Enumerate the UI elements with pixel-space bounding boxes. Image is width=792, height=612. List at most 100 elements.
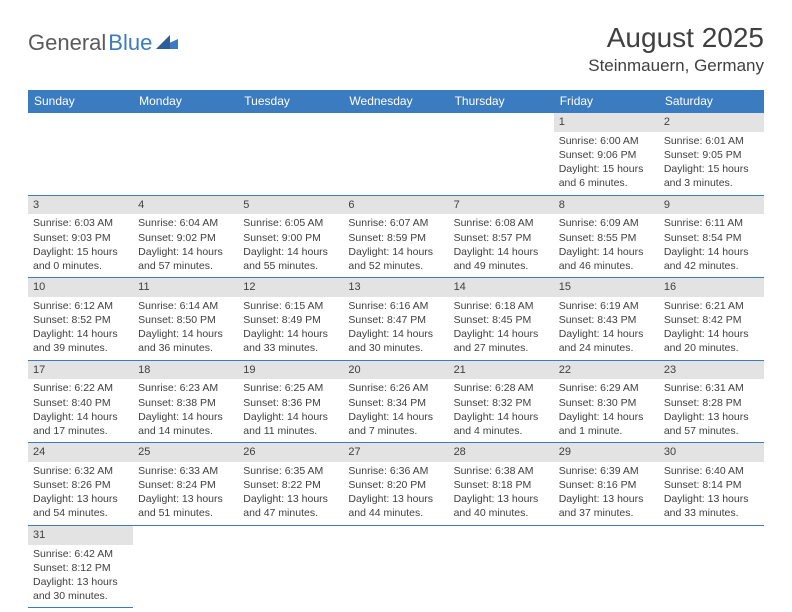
- calendar-cell: [343, 525, 448, 608]
- calendar-cell: 17Sunrise: 6:22 AMSunset: 8:40 PMDayligh…: [28, 360, 133, 443]
- daylight-text: Daylight: 14 hours and 20 minutes.: [664, 327, 759, 355]
- calendar-cell: 23Sunrise: 6:31 AMSunset: 8:28 PMDayligh…: [659, 360, 764, 443]
- calendar-cell: [28, 113, 133, 196]
- day-number: 7: [449, 196, 554, 215]
- sunrise-text: Sunrise: 6:26 AM: [348, 381, 443, 395]
- day-content: Sunrise: 6:15 AMSunset: 8:49 PMDaylight:…: [238, 297, 343, 360]
- sunrise-text: Sunrise: 6:09 AM: [559, 216, 654, 230]
- calendar-row: 10 Sunrise: 6:12 AMSunset: 8:52 PM Dayligh…: [28, 278, 764, 361]
- calendar-cell: 2Sunrise: 6:01 AMSunset: 9:05 PMDaylight…: [659, 113, 764, 196]
- calendar-cell: 5Sunrise: 6:05 AMSunset: 9:00 PMDaylight…: [238, 195, 343, 278]
- weekday-header: Tuesday: [238, 90, 343, 113]
- sunrise-text: Sunrise: 6:38 AM: [454, 464, 549, 478]
- daylight-text: Daylight: 13 hours and 47 minutes.: [243, 492, 338, 520]
- calendar-cell: 20Sunrise: 6:26 AMSunset: 8:34 PMDayligh…: [343, 360, 448, 443]
- day-number: 29: [554, 443, 659, 462]
- sunset-text: Sunset: 8:59 PM: [348, 231, 443, 245]
- weekday-header: Thursday: [449, 90, 554, 113]
- day-number: 26: [238, 443, 343, 462]
- calendar-cell: 10Sunrise: 6:12 AMSunset: 8:52 PMDayligh…: [28, 278, 133, 361]
- sunrise-text: Sunrise: 6:15 AM: [243, 299, 338, 313]
- sunrise-text: Sunrise: 6:19 AM: [559, 299, 654, 313]
- day-number: 15: [554, 278, 659, 297]
- day-number: 13: [343, 278, 448, 297]
- day-content: Sunrise: 6:38 AMSunset: 8:18 PMDaylight:…: [449, 462, 554, 525]
- day-content: Sunrise: 6:09 AMSunset: 8:55 PMDaylight:…: [554, 214, 659, 277]
- daylight-text: Daylight: 14 hours and 30 minutes.: [348, 327, 443, 355]
- calendar-cell: 7Sunrise: 6:08 AMSunset: 8:57 PMDaylight…: [449, 195, 554, 278]
- day-number: 19: [238, 361, 343, 380]
- calendar-cell: [343, 113, 448, 196]
- calendar-row: 1Sunrise: 6:00 AMSunset: 9:06 PMDaylight…: [28, 113, 764, 196]
- day-number: 1: [554, 113, 659, 132]
- calendar-table: SundayMondayTuesdayWednesdayThursdayFrid…: [28, 90, 764, 608]
- day-number: 9: [659, 196, 764, 215]
- sunset-text: Sunset: 8:36 PM: [243, 396, 338, 410]
- daylight-text: Daylight: 14 hours and 36 minutes.: [138, 327, 233, 355]
- calendar-cell: [449, 113, 554, 196]
- weekday-header: Saturday: [659, 90, 764, 113]
- calendar-cell: 21Sunrise: 6:28 AMSunset: 8:32 PMDayligh…: [449, 360, 554, 443]
- weekday-header: Sunday: [28, 90, 133, 113]
- weekday-header: Friday: [554, 90, 659, 113]
- day-content: Sunrise: 6:14 AMSunset: 8:50 PMDaylight:…: [133, 297, 238, 360]
- sunrise-text: Sunrise: 6:28 AM: [454, 381, 549, 395]
- daylight-text: Daylight: 14 hours and 33 minutes.: [243, 327, 338, 355]
- calendar-cell: 3Sunrise: 6:03 AMSunset: 9:03 PMDaylight…: [28, 195, 133, 278]
- daylight-text: Daylight: 14 hours and 1 minute.: [559, 410, 654, 438]
- calendar-cell: 27Sunrise: 6:36 AMSunset: 8:20 PMDayligh…: [343, 443, 448, 526]
- sunrise-text: Sunrise: 6:03 AM: [33, 216, 128, 230]
- daylight-text: Daylight: 15 hours and 6 minutes.: [559, 162, 654, 190]
- day-content: Sunrise: 6:40 AMSunset: 8:14 PMDaylight:…: [659, 462, 764, 525]
- calendar-cell: 31Sunrise: 6:42 AMSunset: 8:12 PMDayligh…: [28, 525, 133, 608]
- sunset-text: Sunset: 9:00 PM: [243, 231, 338, 245]
- sunrise-text: Sunrise: 6:29 AM: [559, 381, 654, 395]
- calendar-cell: 6Sunrise: 6:07 AMSunset: 8:59 PMDaylight…: [343, 195, 448, 278]
- sunset-text: Sunset: 8:57 PM: [454, 231, 549, 245]
- day-number: 24: [28, 443, 133, 462]
- sunset-text: Sunset: 8:45 PM: [454, 313, 549, 327]
- calendar-cell: 19Sunrise: 6:25 AMSunset: 8:36 PMDayligh…: [238, 360, 343, 443]
- daylight-text: Daylight: 14 hours and 24 minutes.: [559, 327, 654, 355]
- day-number: 10: [28, 278, 133, 297]
- daylight-text: Daylight: 13 hours and 40 minutes.: [454, 492, 549, 520]
- sunset-text: Sunset: 9:05 PM: [664, 148, 759, 162]
- day-number: 21: [449, 361, 554, 380]
- calendar-cell: 29Sunrise: 6:39 AMSunset: 8:16 PMDayligh…: [554, 443, 659, 526]
- sunset-text: Sunset: 8:52 PM: [33, 313, 128, 327]
- day-content: Sunrise: 6:01 AMSunset: 9:05 PMDaylight:…: [659, 132, 764, 195]
- day-content: Sunrise: 6:18 AMSunset: 8:45 PMDaylight:…: [449, 297, 554, 360]
- sunset-text: Sunset: 8:49 PM: [243, 313, 338, 327]
- daylight-text: Daylight: 14 hours and 27 minutes.: [454, 327, 549, 355]
- day-number: 28: [449, 443, 554, 462]
- sunrise-text: Sunrise: 6:39 AM: [559, 464, 654, 478]
- month-title: August 2025: [588, 22, 764, 54]
- weekday-header-row: SundayMondayTuesdayWednesdayThursdayFrid…: [28, 90, 764, 113]
- day-number: 25: [133, 443, 238, 462]
- sunset-text: Sunset: 8:43 PM: [559, 313, 654, 327]
- title-block: August 2025 Steinmauern, Germany: [588, 22, 764, 76]
- day-number: 20: [343, 361, 448, 380]
- daylight-text: Daylight: 14 hours and 49 minutes.: [454, 245, 549, 273]
- calendar-cell: 22Sunrise: 6:29 AMSunset: 8:30 PMDayligh…: [554, 360, 659, 443]
- calendar-cell: [238, 525, 343, 608]
- calendar-cell: 12Sunrise: 6:15 AMSunset: 8:49 PMDayligh…: [238, 278, 343, 361]
- calendar-row: 3Sunrise: 6:03 AMSunset: 9:03 PMDaylight…: [28, 195, 764, 278]
- day-number: 6: [343, 196, 448, 215]
- daylight-text: Daylight: 14 hours and 57 minutes.: [138, 245, 233, 273]
- sunrise-text: Sunrise: 6:21 AM: [664, 299, 759, 313]
- sunrise-text: Sunrise: 6:07 AM: [348, 216, 443, 230]
- day-content: Sunrise: 6:11 AMSunset: 8:54 PMDaylight:…: [659, 214, 764, 277]
- day-number: 14: [449, 278, 554, 297]
- sunrise-text: Sunrise: 6:12 AM: [33, 299, 128, 313]
- calendar-cell: [449, 525, 554, 608]
- day-content: Sunrise: 6:35 AMSunset: 8:22 PMDaylight:…: [238, 462, 343, 525]
- sunrise-text: Sunrise: 6:22 AM: [33, 381, 128, 395]
- calendar-cell: [133, 525, 238, 608]
- sunset-text: Sunset: 8:55 PM: [559, 231, 654, 245]
- day-number: 12: [238, 278, 343, 297]
- sunset-text: Sunset: 8:26 PM: [33, 478, 128, 492]
- daylight-text: Daylight: 14 hours and 46 minutes.: [559, 245, 654, 273]
- day-number: 31: [28, 526, 133, 545]
- sunset-text: Sunset: 8:12 PM: [33, 561, 128, 575]
